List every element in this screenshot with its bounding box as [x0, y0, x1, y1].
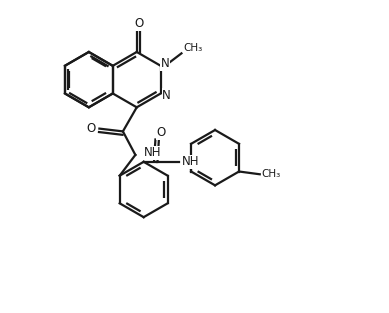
Text: O: O — [134, 17, 143, 30]
Text: O: O — [86, 122, 96, 135]
Text: N: N — [161, 57, 170, 70]
Text: O: O — [156, 126, 165, 139]
Text: CH₃: CH₃ — [262, 169, 281, 179]
Text: NH: NH — [144, 146, 161, 160]
Text: CH₃: CH₃ — [183, 43, 203, 53]
Text: NH: NH — [182, 155, 200, 168]
Text: N: N — [162, 89, 171, 102]
